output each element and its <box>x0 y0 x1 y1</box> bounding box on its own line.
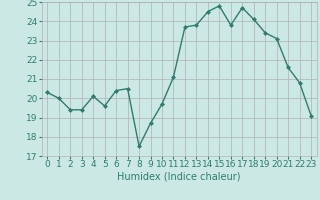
X-axis label: Humidex (Indice chaleur): Humidex (Indice chaleur) <box>117 172 241 182</box>
